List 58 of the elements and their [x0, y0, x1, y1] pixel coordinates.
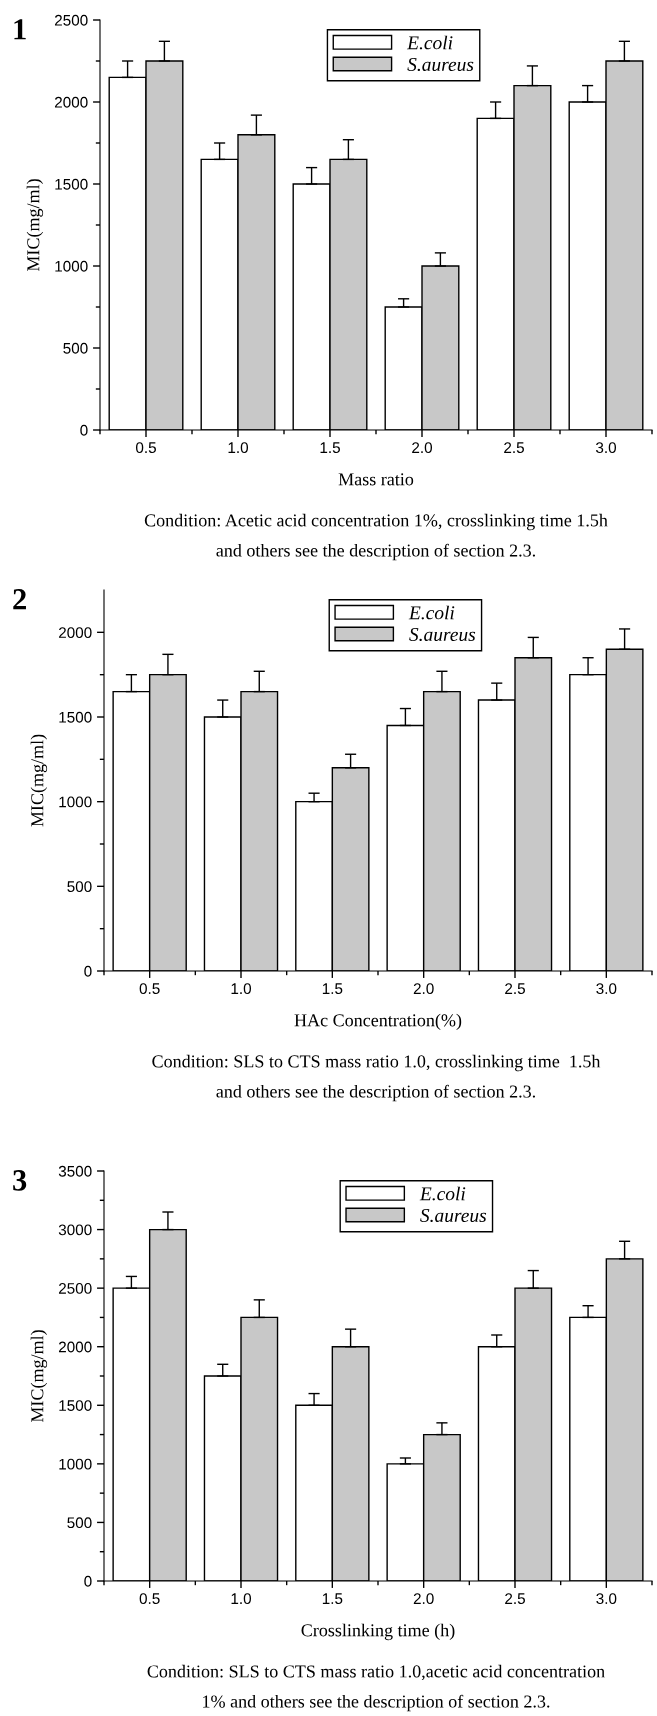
text: and others see the description of section 2.3.: [216, 543, 535, 561]
x-axis-title: Mass ratio: [338, 473, 414, 486]
y-tick-label: 1500: [55, 178, 88, 190]
y-tick-label: 1000: [59, 1458, 92, 1470]
x-tick-label: 0.5: [139, 1593, 160, 1605]
legend-label: S.aureus: [409, 627, 476, 642]
y-axis-title: MIC(mg/ml): [30, 734, 48, 827]
text: Condition: SLS to CTS mass ratio 1.0, crosslinking time 1.5h: [152, 1054, 601, 1072]
x-axis-title: HAc Concentration(%): [294, 1013, 462, 1031]
y-tick-label: 1000: [59, 796, 92, 808]
x-tick-label: 2.0: [413, 1593, 434, 1605]
y-tick-label: 2500: [54, 14, 88, 26]
text: Condition: Acetic acid concentration 1%, crosslinking time 1.5h: [144, 513, 608, 531]
x-tick-label: 1.5: [322, 983, 343, 995]
y-tick-label: 2500: [58, 1283, 92, 1294]
x-tick-label: 1.0: [231, 1593, 252, 1605]
y-tick-label: 1000: [55, 260, 88, 272]
y-axis-title: MIC(mg/ml): [30, 1330, 48, 1423]
x-tick-label: 2.0: [413, 983, 434, 995]
legend-label: E.coli: [419, 1186, 466, 1201]
y-tick-label: 500: [67, 881, 92, 893]
y-tick-label: 2000: [54, 96, 88, 108]
x-tick-label: 1.0: [231, 983, 252, 995]
legend-label: S.aureus: [407, 57, 474, 72]
x-tick-label: 2.5: [505, 983, 525, 995]
x-tick-label: 0.5: [139, 983, 160, 995]
x-tick-label: 1.5: [320, 442, 340, 454]
y-tick-label: 1500: [59, 711, 92, 723]
y-tick-label: 3500: [58, 1165, 92, 1177]
text: Condition: SLS to CTS mass ratio 1.0,acetic acid concentration: [147, 1664, 605, 1681]
x-tick-label: 0.5: [135, 442, 156, 454]
y-tick-label: 1500: [59, 1400, 92, 1411]
y-tick-label: 500: [67, 1517, 92, 1529]
y-tick-label: 2000: [58, 1341, 92, 1353]
legend-label: E.coli: [406, 35, 453, 50]
y-tick-label: 2000: [58, 627, 92, 639]
x-tick-label: 2.5: [505, 1593, 525, 1605]
y-tick-label: 3000: [58, 1224, 92, 1236]
x-tick-label: 2.0: [412, 442, 433, 454]
y-tick-label: 0: [84, 965, 92, 977]
x-tick-label: 2.5: [504, 442, 524, 454]
x-tick-label: 1.5: [322, 1593, 343, 1605]
legend-label: S.aureus: [420, 1208, 487, 1223]
y-tick-label: 500: [63, 342, 88, 354]
y-tick-label: 0: [84, 1575, 92, 1587]
legend-label: E.coli: [408, 605, 455, 620]
y-tick-label: 0: [80, 424, 88, 436]
text: 3: [13, 1170, 27, 1191]
x-tick-label: 3.0: [596, 983, 617, 995]
text: 1: [14, 19, 26, 40]
text: and others see the description of section 2.3.: [216, 1084, 535, 1102]
x-axis-title: Crosslinking time (h): [301, 1623, 455, 1641]
x-tick-label: 3.0: [596, 1593, 617, 1605]
text: 2: [13, 589, 26, 610]
text: 1% and others see the description of section 2.3.: [203, 1694, 550, 1712]
x-tick-label: 1.0: [228, 442, 249, 454]
x-tick-label: 3.0: [595, 442, 617, 454]
y-axis-title: MIC(mg/ml): [26, 179, 44, 272]
